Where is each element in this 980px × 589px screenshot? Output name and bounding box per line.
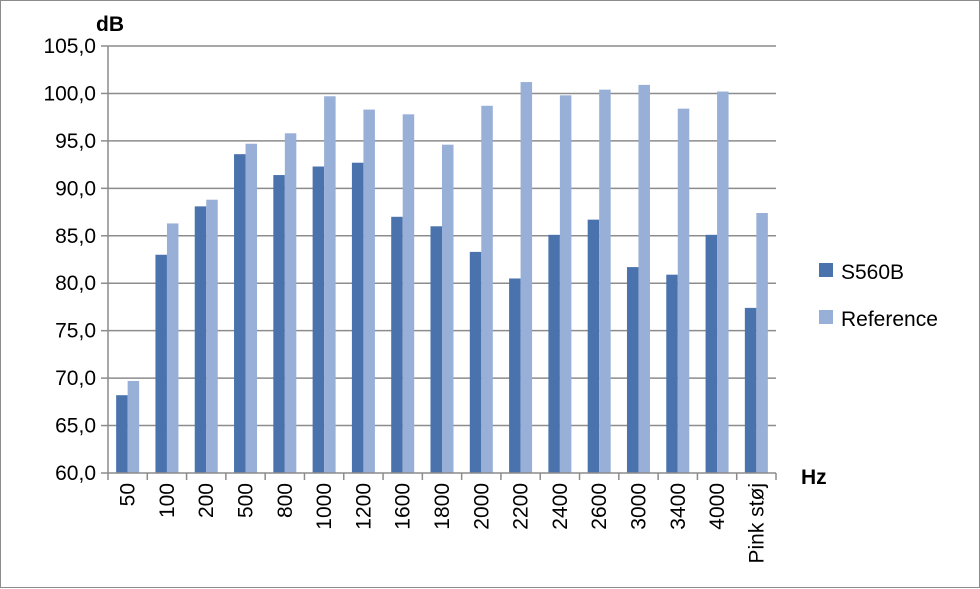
axes	[107, 46, 777, 480]
bar-s560b	[391, 216, 403, 474]
bar-s560b	[705, 234, 718, 473]
bar-s560b	[155, 254, 167, 473]
legend-label: S560B	[841, 261, 904, 284]
bar-reference	[559, 95, 572, 473]
bar-reference	[166, 223, 179, 473]
bar-reference	[245, 143, 258, 474]
x-axis-tick-labels: 50 100 200 500 800 1000 1200 1600 1800 2000 2200 24…	[117, 483, 769, 564]
legend-swatch	[819, 263, 833, 277]
bar-reference	[677, 108, 690, 474]
y-tick-label: 100,0	[43, 82, 96, 105]
x-tick-label: 2400	[549, 483, 572, 530]
bar-s560b	[116, 395, 128, 473]
bar-reference	[717, 91, 729, 474]
bar-s560b	[351, 162, 364, 474]
y-axis-tick-labels: 60,0 65,0 70,0 75,0 80,0 85,0 90,0 95,0 100,0 105…	[43, 35, 96, 485]
x-tick-label: 200	[195, 483, 218, 518]
y-tick-label: 60,0	[55, 462, 96, 485]
bar-reference	[363, 109, 375, 473]
bar-reference	[402, 114, 415, 473]
bar-s560b	[666, 274, 678, 473]
bar-reference	[284, 133, 297, 473]
x-tick-label: 2200	[510, 483, 533, 530]
bar-s560b	[469, 251, 482, 473]
bar-s560b	[312, 166, 325, 473]
y-tick-label: 75,0	[55, 320, 96, 343]
x-tick-label: 1800	[431, 483, 454, 530]
y-tick-label: 95,0	[55, 130, 96, 153]
bar-s560b	[548, 234, 560, 473]
bar-s560b	[744, 307, 757, 473]
x-tick-label: 2600	[588, 483, 611, 530]
x-tick-label: 3400	[667, 483, 690, 530]
bar-s560b	[194, 206, 207, 473]
x-tick-label: 1000	[313, 483, 336, 530]
bar-reference	[520, 82, 533, 474]
y-tick-label: 105,0	[43, 35, 96, 58]
x-tick-label: 1200	[352, 483, 375, 530]
bar-s560b	[430, 226, 442, 473]
x-tick-label: 100	[156, 483, 179, 518]
y-axis-title: dB	[96, 13, 124, 36]
bar-s560b	[509, 278, 521, 473]
bar-reference	[206, 199, 218, 473]
x-tick-label: Pink støj	[745, 483, 768, 564]
legend-swatch	[819, 310, 833, 324]
bar-reference	[638, 84, 650, 473]
bars	[116, 82, 768, 474]
legend-label: Reference	[841, 308, 938, 331]
x-tick-label: 500	[235, 483, 258, 518]
y-tick-label: 80,0	[55, 272, 96, 295]
y-tick-label: 85,0	[55, 225, 96, 248]
x-axis-title: Hz	[801, 466, 827, 489]
bar-reference	[481, 105, 493, 473]
x-tick-label: 50	[117, 483, 140, 506]
bar-s560b	[234, 154, 246, 473]
legend: S560B Reference	[819, 261, 938, 331]
y-tick-label: 90,0	[55, 177, 96, 200]
y-tick-label: 70,0	[55, 367, 96, 390]
bar-s560b	[273, 175, 285, 473]
y-tick-label: 65,0	[55, 415, 96, 438]
x-tick-label: 3000	[627, 483, 650, 530]
bar-reference	[442, 144, 454, 473]
bar-reference	[599, 89, 611, 473]
x-tick-label: 1600	[392, 483, 415, 530]
x-tick-label: 4000	[706, 483, 729, 530]
bar-s560b	[626, 267, 639, 473]
x-tick-label: 2000	[470, 483, 493, 530]
bar-reference	[324, 96, 336, 474]
x-tick-label: 800	[274, 483, 297, 518]
bar-reference	[756, 213, 768, 473]
bar-s560b	[587, 219, 600, 473]
bar-reference	[127, 380, 140, 473]
